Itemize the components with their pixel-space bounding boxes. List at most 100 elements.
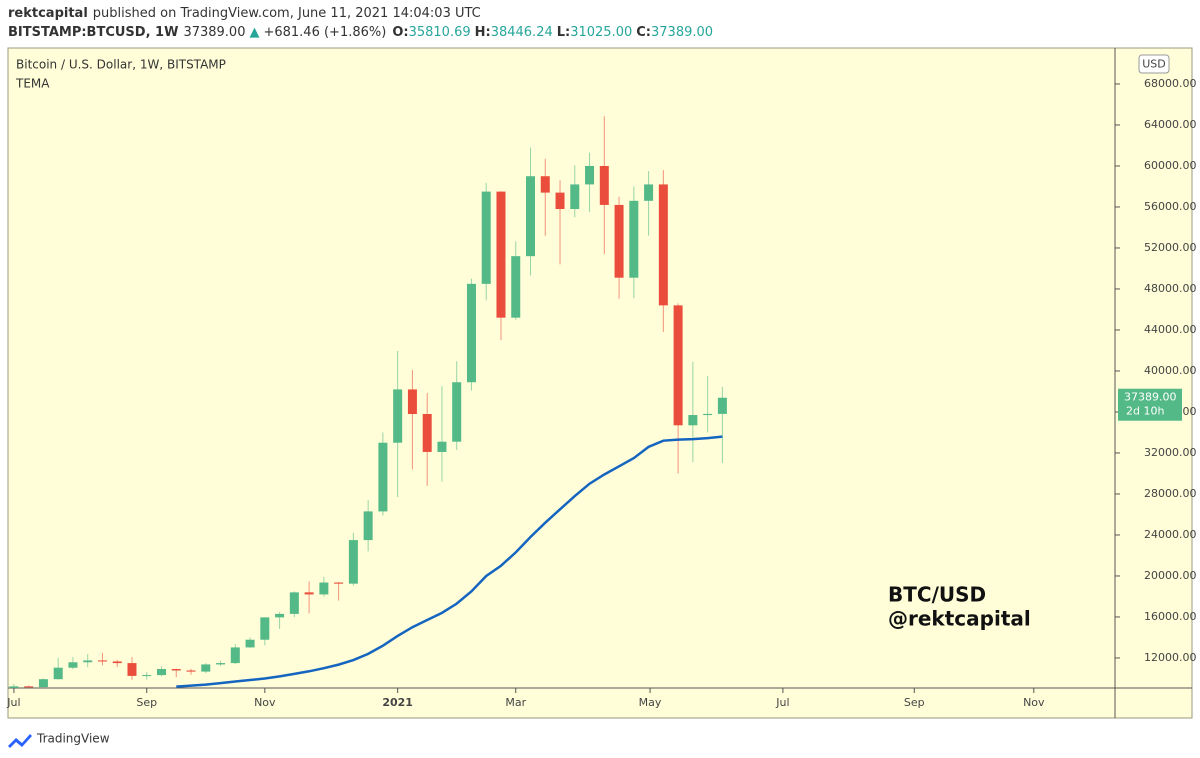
y-tick-label: 68000.00 [1144,77,1197,90]
y-tick-label: 48000.00 [1144,282,1197,295]
l: 31025.00 [570,25,632,40]
logo-icon [8,734,32,748]
candle-body [201,664,211,672]
currency-box [1138,54,1170,74]
y-tick-label: 12000.00 [1144,651,1197,664]
logo [8,734,32,748]
last-price-label: 37389.00 [1124,391,1177,404]
candle-body [127,663,137,676]
x-tick-label: Sep [136,696,157,709]
x-tick-label: Jul [775,696,789,709]
indicator-name: TEMA [15,77,50,91]
candle-body [186,670,196,672]
candle-body [378,442,388,512]
candle-body [540,176,550,193]
candle-body [171,669,181,671]
annotation: @rektcapital [888,607,1031,631]
candle-body [688,415,698,426]
o-label: O: [392,25,408,40]
change: +681.46 (+1.86%) [263,25,386,40]
x-tick-label: Nov [254,696,276,709]
candle-body [526,176,536,257]
candle-body [38,679,48,688]
y-tick-label: 40000.00 [1144,364,1197,377]
candle-body [245,639,255,648]
candle-body [717,397,727,414]
y-tick-label: 44000.00 [1144,323,1197,336]
x-tick-label: Nov [1023,696,1045,709]
y-tick-label: 64000.00 [1144,118,1197,131]
last-price-box [1118,388,1182,421]
candle-body [230,647,240,664]
candle-body [9,686,19,688]
candle-body [319,582,329,595]
candle-body [422,414,432,452]
candle-body [673,305,683,426]
y-tick-label: 24000.00 [1144,528,1197,541]
candle-body [216,663,226,665]
symbol: BITSTAMP:BTCUSD, 1W [8,25,178,40]
candle-body [304,592,314,595]
h-label: H: [475,25,491,40]
o: 35810.69 [409,25,471,40]
l-label: L: [557,25,570,40]
y-tick-label: 16000.00 [1144,610,1197,623]
plot [9,116,727,688]
candle-body [260,617,270,640]
header-line-1: rektcapital published on TradingView.com,… [8,6,481,21]
y-tick-label: 32000.00 [1144,446,1197,459]
candle-body [437,441,447,452]
c: 37389.00 [651,25,713,40]
candle-body [452,382,462,442]
indicator-line [176,435,723,688]
candle-body [83,660,93,663]
candle-body [24,686,34,688]
candle-body [68,662,78,668]
y-tick-label: 20000.00 [1144,569,1197,582]
author: rektcapital [8,6,88,21]
y-tick-label: 52000.00 [1144,241,1197,254]
x-tick-label: 2021 [382,696,413,709]
h: 38446.24 [491,25,553,40]
candle-body [496,191,506,318]
candle-body [275,613,285,618]
candle-body [644,184,654,201]
candle-body [585,165,595,185]
candle-body [703,413,713,416]
candle-body [97,660,107,662]
candle-body [658,184,668,306]
candle-body [289,592,299,614]
candle-body [334,582,344,584]
published: published on TradingView.com, June 11, 2… [93,6,481,21]
candle-body [511,256,521,318]
y-tick-label: 28000.00 [1144,487,1197,500]
candle-body [348,540,358,584]
candle-body [112,661,122,664]
header-line-2: BITSTAMP:BTCUSD, 1W 37389.00 ▲ +681.46 (+1.… [8,25,713,40]
last: 37389.00 [183,25,245,40]
footer-brand: TradingView [36,732,110,746]
candle-body [614,204,624,278]
x-tick-label: Jul [6,696,20,709]
candle-body [407,389,417,415]
chart-background [7,47,1193,719]
candle-body [142,675,152,677]
candle-body [599,165,609,205]
y-tick-label: 60000.00 [1144,159,1197,172]
x-tick-label: May [639,696,662,709]
candle-body [466,283,476,383]
candle-body [157,669,167,676]
candle-body [570,184,580,210]
chart-title: Bitcoin / U.S. Dollar, 1W, BITSTAMP [16,58,226,72]
arrow: ▲ [249,25,259,40]
y-tick-label: 56000.00 [1144,200,1197,213]
candle-body [555,192,565,210]
c-label: C: [636,25,651,40]
candle-body [363,511,373,541]
x-tick-label: Sep [904,696,925,709]
candle-body [481,191,491,284]
candle-body [629,200,639,278]
countdown: 2d 10h [1126,405,1164,418]
candle-body [53,667,63,680]
